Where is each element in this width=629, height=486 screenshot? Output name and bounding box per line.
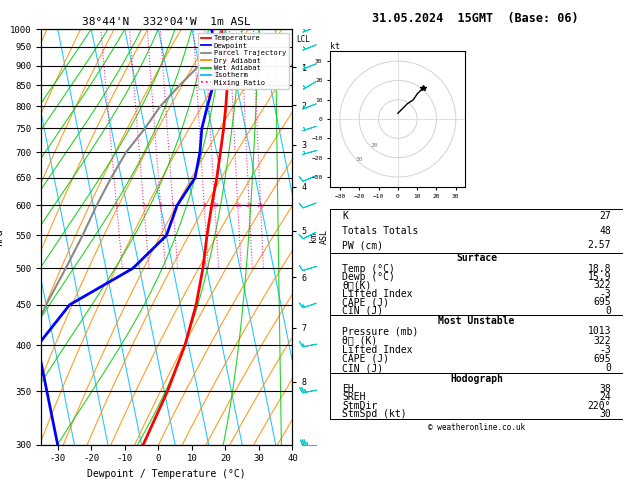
- X-axis label: Dewpoint / Temperature (°C): Dewpoint / Temperature (°C): [87, 469, 246, 479]
- Text: 30: 30: [356, 157, 364, 162]
- Text: 0: 0: [605, 306, 611, 316]
- Text: Lifted Index: Lifted Index: [342, 345, 413, 355]
- Text: Hodograph: Hodograph: [450, 374, 503, 383]
- Text: -3: -3: [599, 345, 611, 355]
- Text: StmDir: StmDir: [342, 401, 377, 411]
- Text: -3: -3: [599, 289, 611, 299]
- Y-axis label: km
ASL: km ASL: [309, 229, 329, 244]
- Y-axis label: hPa: hPa: [0, 228, 4, 246]
- Text: kt: kt: [330, 42, 340, 52]
- Legend: Temperature, Dewpoint, Parcel Trajectory, Dry Adiabat, Wet Adiabat, Isotherm, Mi: Temperature, Dewpoint, Parcel Trajectory…: [198, 33, 289, 88]
- Text: LCL: LCL: [297, 35, 311, 44]
- Text: StmSpd (kt): StmSpd (kt): [342, 409, 406, 419]
- Text: 27: 27: [599, 211, 611, 221]
- Text: 1: 1: [114, 203, 118, 208]
- Text: CAPE (J): CAPE (J): [342, 354, 389, 364]
- Text: 24: 24: [599, 392, 611, 402]
- Text: 48: 48: [599, 226, 611, 236]
- Text: 322: 322: [593, 280, 611, 291]
- Text: 31.05.2024  15GMT  (Base: 06): 31.05.2024 15GMT (Base: 06): [372, 12, 578, 25]
- Text: CAPE (J): CAPE (J): [342, 297, 389, 307]
- Text: 18.8: 18.8: [587, 263, 611, 274]
- Text: Temp (°C): Temp (°C): [342, 263, 395, 274]
- Text: 20: 20: [245, 203, 253, 208]
- Text: 322: 322: [593, 335, 611, 346]
- Text: 0: 0: [605, 363, 611, 373]
- Text: 30: 30: [599, 409, 611, 419]
- Text: 220°: 220°: [587, 401, 611, 411]
- Text: EH: EH: [342, 384, 353, 394]
- Text: 695: 695: [593, 354, 611, 364]
- Text: © weatheronline.co.uk: © weatheronline.co.uk: [428, 423, 525, 433]
- Text: Pressure (mb): Pressure (mb): [342, 327, 418, 336]
- Text: 4: 4: [171, 203, 175, 208]
- Text: Lifted Index: Lifted Index: [342, 289, 413, 299]
- Text: CIN (J): CIN (J): [342, 363, 383, 373]
- Text: Most Unstable: Most Unstable: [438, 316, 515, 326]
- Text: 20: 20: [370, 143, 377, 148]
- Text: 8: 8: [203, 203, 206, 208]
- Text: 695: 695: [593, 297, 611, 307]
- Text: Surface: Surface: [456, 253, 497, 263]
- Text: Totals Totals: Totals Totals: [342, 226, 418, 236]
- Text: K: K: [342, 211, 348, 221]
- Text: 2: 2: [142, 203, 145, 208]
- Title: 38°44'N  332°04'W  1m ASL: 38°44'N 332°04'W 1m ASL: [82, 17, 251, 27]
- Text: 2.57: 2.57: [587, 240, 611, 250]
- Text: 16: 16: [234, 203, 242, 208]
- Text: SREH: SREH: [342, 392, 365, 402]
- Text: 38: 38: [599, 384, 611, 394]
- Text: PW (cm): PW (cm): [342, 240, 383, 250]
- Text: Dewp (°C): Dewp (°C): [342, 272, 395, 282]
- Text: 15.9: 15.9: [587, 272, 611, 282]
- Text: θᴄ(K): θᴄ(K): [342, 280, 371, 291]
- Text: 1013: 1013: [587, 327, 611, 336]
- Text: CIN (J): CIN (J): [342, 306, 383, 316]
- Text: 3: 3: [159, 203, 162, 208]
- Text: 10: 10: [211, 203, 218, 208]
- Text: θᴄ (K): θᴄ (K): [342, 335, 377, 346]
- Text: 25: 25: [257, 203, 264, 208]
